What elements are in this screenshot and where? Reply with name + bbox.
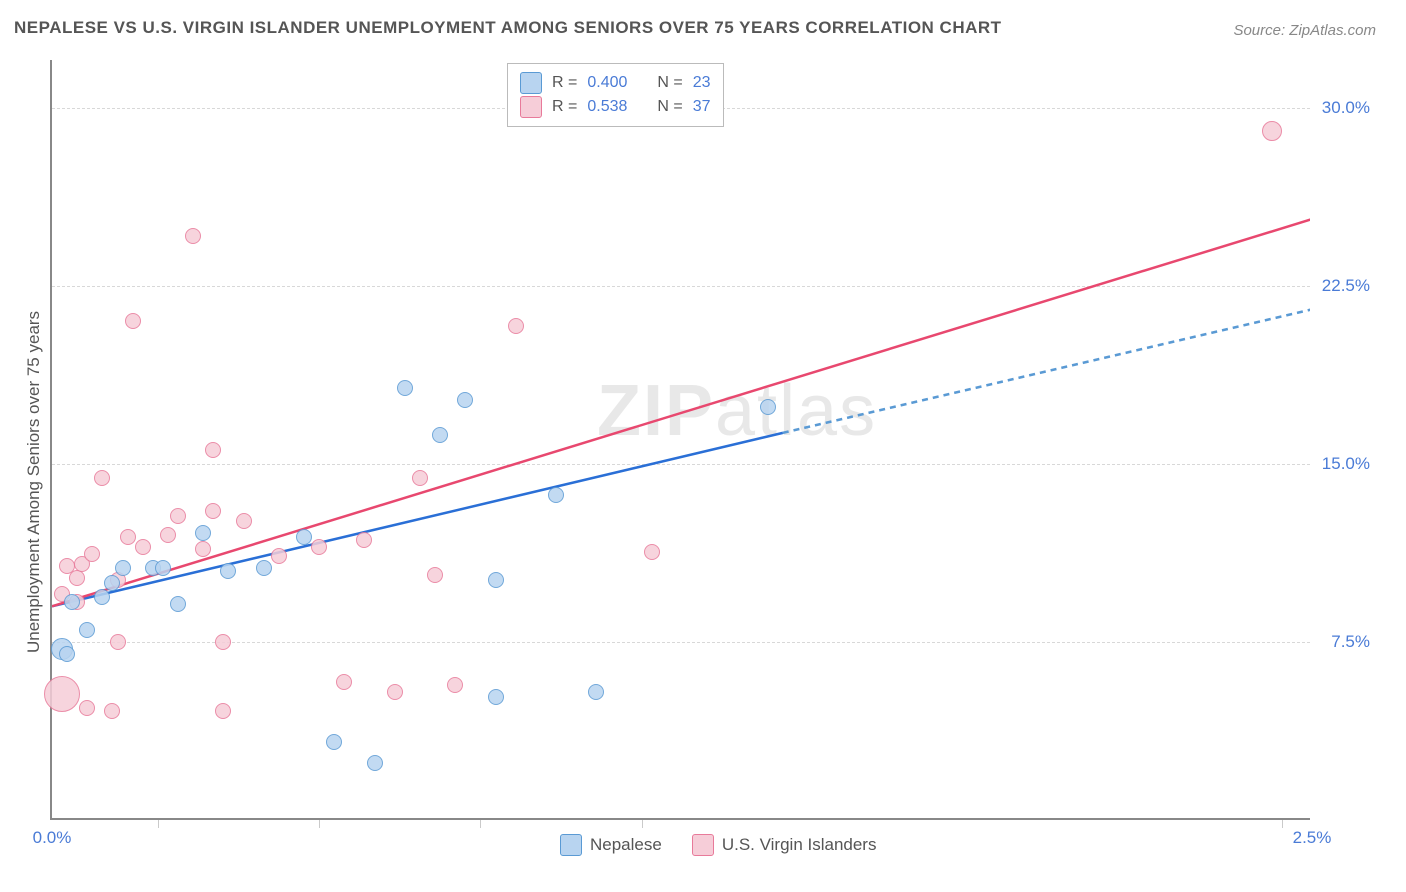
y-tick-label: 22.5% <box>1322 276 1370 296</box>
legend-swatch <box>520 72 542 94</box>
nepalese-point <box>155 560 171 576</box>
nepalese-point <box>195 525 211 541</box>
y-tick-label: 30.0% <box>1322 98 1370 118</box>
usvi-point <box>104 703 120 719</box>
nepalese-point <box>170 596 186 612</box>
nepalese-point <box>432 427 448 443</box>
nepalese-point <box>548 487 564 503</box>
usvi-point <box>508 318 524 334</box>
usvi-point <box>94 470 110 486</box>
nepalese-point <box>220 563 236 579</box>
nepalese-point <box>64 594 80 610</box>
chart-title: NEPALESE VS U.S. VIRGIN ISLANDER UNEMPLO… <box>14 18 1002 38</box>
nepalese-point <box>488 689 504 705</box>
usvi-point <box>205 442 221 458</box>
legend-item: U.S. Virgin Islanders <box>692 834 877 856</box>
usvi-point <box>447 677 463 693</box>
x-tick-minor <box>319 820 320 828</box>
watermark-bold: ZIP <box>597 371 715 451</box>
legend-stats-row: R = 0.400 N = 23 <box>520 72 711 94</box>
r-value: 0.400 <box>587 74 627 92</box>
legend-item: Nepalese <box>560 834 662 856</box>
usvi-point <box>236 513 252 529</box>
usvi-point <box>644 544 660 560</box>
usvi-point <box>336 674 352 690</box>
y-axis-label: Unemployment Among Seniors over 75 years <box>24 311 44 653</box>
source-attribution: Source: ZipAtlas.com <box>1233 22 1376 39</box>
legend-label: U.S. Virgin Islanders <box>722 835 877 855</box>
x-tick-label: 0.0% <box>33 828 72 848</box>
nepalese-point <box>115 560 131 576</box>
nepalese-point <box>457 392 473 408</box>
nepalese-point <box>488 572 504 588</box>
nepalese-point <box>104 575 120 591</box>
watermark: ZIPatlas <box>597 370 877 452</box>
usvi-point <box>271 548 287 564</box>
usvi-point <box>69 570 85 586</box>
r-value: 0.538 <box>587 98 627 116</box>
legend-label: Nepalese <box>590 835 662 855</box>
nepalese-point <box>59 646 75 662</box>
usvi-point <box>195 541 211 557</box>
n-label: N = <box>657 74 682 92</box>
n-value: 23 <box>693 74 711 92</box>
gridline-h <box>52 642 1310 643</box>
usvi-point <box>110 634 126 650</box>
watermark-light: atlas <box>715 371 877 451</box>
usvi-point <box>205 503 221 519</box>
usvi-point <box>356 532 372 548</box>
trend-lines <box>52 60 1310 818</box>
usvi-point <box>170 508 186 524</box>
nepalese-point <box>256 560 272 576</box>
plot-area: ZIPatlas 7.5%15.0%22.5%30.0%0.0%2.5%Unem… <box>50 60 1310 820</box>
nepalese-point <box>588 684 604 700</box>
legend-swatch <box>520 96 542 118</box>
gridline-h <box>52 464 1310 465</box>
nepalese-point <box>397 380 413 396</box>
usvi-point <box>215 703 231 719</box>
legend-bottom: Nepalese U.S. Virgin Islanders <box>560 834 876 856</box>
usvi-point <box>135 539 151 555</box>
nepalese-point <box>296 529 312 545</box>
nepalese-point <box>79 622 95 638</box>
usvi-point <box>44 676 80 712</box>
usvi-point <box>1262 121 1282 141</box>
x-tick-minor <box>1282 820 1283 828</box>
usvi-point <box>412 470 428 486</box>
nepalese-point <box>367 755 383 771</box>
legend-swatch <box>692 834 714 856</box>
nepalese-point <box>326 734 342 750</box>
r-label: R = <box>552 74 577 92</box>
r-label: R = <box>552 98 577 116</box>
usvi-point <box>215 634 231 650</box>
legend-stats: R = 0.400 N = 23 R = 0.538 N = 37 <box>507 63 724 127</box>
n-value: 37 <box>693 98 711 116</box>
usvi-point <box>427 567 443 583</box>
x-tick-minor <box>480 820 481 828</box>
usvi-point <box>387 684 403 700</box>
legend-stats-row: R = 0.538 N = 37 <box>520 96 711 118</box>
usvi-point <box>125 313 141 329</box>
usvi-point <box>185 228 201 244</box>
x-tick-label: 2.5% <box>1293 828 1332 848</box>
n-label: N = <box>657 98 682 116</box>
nepalese-point <box>760 399 776 415</box>
legend-swatch <box>560 834 582 856</box>
y-tick-label: 15.0% <box>1322 454 1370 474</box>
y-tick-label: 7.5% <box>1331 632 1370 652</box>
x-tick-minor <box>642 820 643 828</box>
usvi-point <box>311 539 327 555</box>
usvi-point <box>84 546 100 562</box>
x-tick-minor <box>158 820 159 828</box>
gridline-h <box>52 286 1310 287</box>
nepalese-point <box>94 589 110 605</box>
usvi-point <box>120 529 136 545</box>
usvi-point <box>160 527 176 543</box>
usvi-point <box>79 700 95 716</box>
